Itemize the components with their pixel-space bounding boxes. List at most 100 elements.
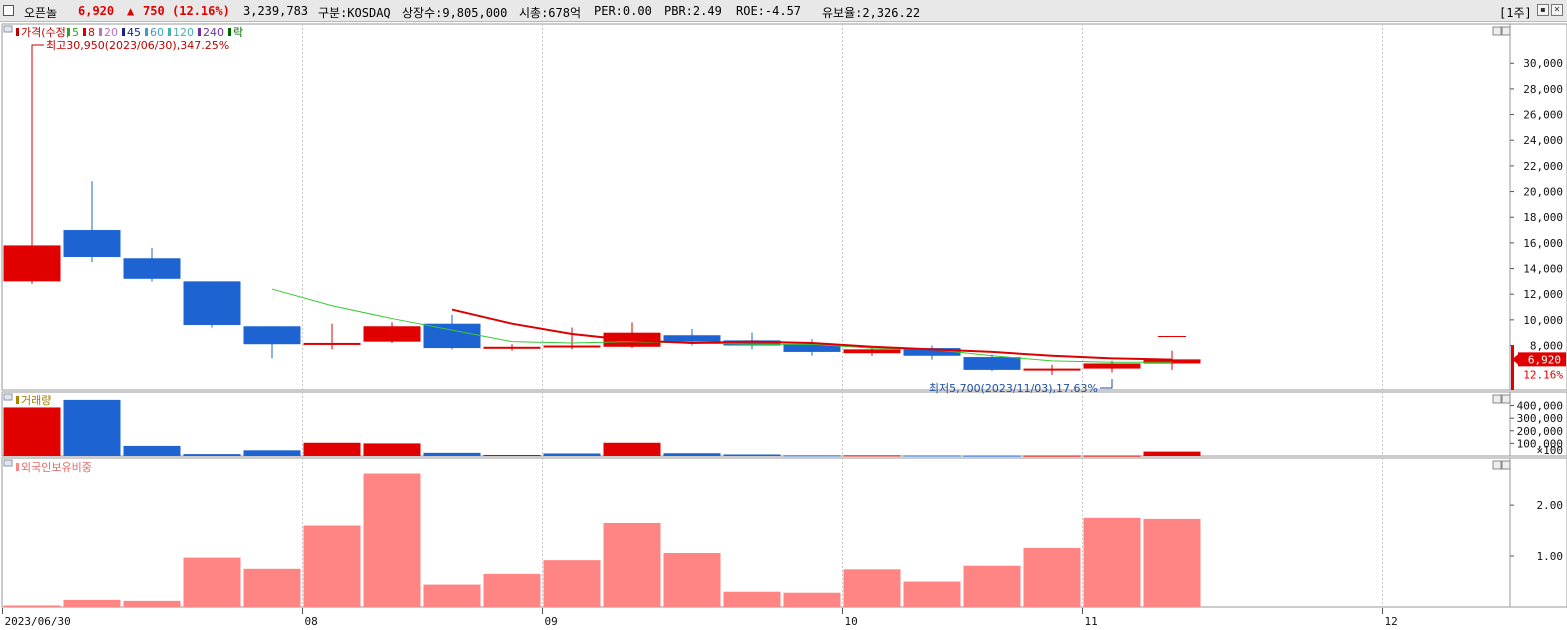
legend-foreign: 외국인보유비중 — [21, 461, 92, 474]
volume-bar — [843, 455, 901, 457]
minimize-icon[interactable]: ▪ — [1537, 4, 1549, 16]
x-tick-label: 10 — [845, 615, 858, 628]
last-price-tag — [1518, 352, 1566, 367]
high-arrow-icon — [31, 44, 44, 54]
legend-price: 가격(수정) — [21, 26, 70, 39]
y-tick-label: 400,000 — [1517, 400, 1563, 413]
candle-body — [783, 344, 841, 352]
panel-minimize-icon[interactable] — [1492, 394, 1502, 404]
candle-body — [543, 345, 601, 348]
y-tick-label: 300,000 — [1517, 412, 1563, 425]
foreign-bar — [303, 525, 361, 607]
candle-body — [3, 245, 61, 282]
close-icon[interactable]: ✕ — [1551, 4, 1563, 16]
x-tick-label: 11 — [1085, 615, 1098, 628]
candle-body — [1023, 368, 1081, 371]
x-tick-label: 12 — [1385, 615, 1398, 628]
y-tick-label: 1.00 — [1537, 550, 1564, 563]
candle-body — [723, 340, 781, 346]
foreign-bar — [1023, 547, 1081, 607]
retention-ratio: 유보율:2,326.22 — [822, 6, 921, 20]
foreign-bar — [183, 557, 241, 607]
y-tick-label: 2.00 — [1537, 499, 1564, 512]
candle-body — [1143, 359, 1201, 364]
y-tick-label: 14,000 — [1523, 263, 1563, 276]
last-pct-label: 12.16% — [1523, 368, 1563, 381]
select-checkbox[interactable] — [3, 5, 14, 16]
y-tick-label: 20,000 — [1523, 186, 1563, 199]
period-button[interactable]: [1주] — [1499, 6, 1532, 20]
panel-close-icon[interactable] — [1501, 460, 1511, 470]
volume-bar — [723, 454, 781, 456]
legend-foreign-swatch — [16, 463, 19, 471]
stock-name: 오픈놀 — [24, 6, 58, 20]
panel-close-icon[interactable] — [1501, 394, 1511, 404]
legend-ma-20-swatch — [99, 28, 102, 36]
y-tick-label: 100,000 — [1517, 437, 1563, 450]
volume-bar — [303, 442, 361, 456]
legend-ma-120-swatch — [168, 28, 171, 36]
foreign-bar — [243, 568, 301, 607]
panel-toggle-icon[interactable] — [3, 459, 13, 467]
volume-bar — [423, 452, 481, 456]
legend-ma-45-swatch — [122, 28, 125, 36]
panel-toggle-icon[interactable] — [3, 25, 13, 33]
foreign-bar — [603, 522, 661, 607]
volume-bar — [663, 453, 721, 456]
high-annotation: 최고30,950(2023/06/30),347.25% — [46, 39, 229, 52]
y-tick-label: 16,000 — [1523, 237, 1563, 250]
foreign-bar — [423, 584, 481, 607]
low-arrow-icon — [1100, 379, 1113, 389]
candle-body — [843, 349, 901, 354]
legend-ma-5: 5 — [72, 26, 79, 39]
panel-minimize-icon[interactable] — [1492, 460, 1502, 470]
candle-body — [483, 346, 541, 349]
price-range-bar — [1511, 345, 1514, 390]
legend-volume: 거래량 — [21, 394, 51, 407]
foreign-bar — [963, 565, 1021, 607]
up-arrow-icon: ▲ — [127, 4, 135, 18]
x-tick-label: 09 — [545, 615, 558, 628]
market-type: 구분:KOSDAQ — [318, 6, 391, 20]
price-panel-axis — [1509, 23, 1567, 391]
current-price: 6,920 — [78, 4, 115, 18]
volume-bar — [963, 455, 1021, 457]
y-tick-label: 22,000 — [1523, 160, 1563, 173]
volume-panel-axis — [1509, 391, 1567, 457]
volume-panel — [1, 391, 1511, 457]
legend-ma-60: 60 — [150, 26, 164, 39]
foreign-bar — [843, 569, 901, 607]
y-tick-label: 8,000 — [1530, 340, 1563, 353]
volume-bar — [243, 450, 301, 456]
foreign-bar — [3, 605, 61, 607]
legend-ma-8: 8 — [88, 26, 95, 39]
volume-bar — [1143, 451, 1201, 456]
volume-bar — [123, 445, 181, 456]
listed-shares: 상장수:9,805,000 — [402, 6, 508, 20]
volume-bar — [1023, 455, 1081, 457]
legend-ma-60-swatch — [145, 28, 148, 36]
candle-body — [63, 230, 121, 257]
foreign-bar — [363, 473, 421, 607]
legend-price-swatch — [16, 28, 19, 36]
roe-value: ROE:-4.57 — [736, 4, 802, 18]
legend-ma-240-swatch — [198, 28, 201, 36]
y-tick-label: 10,000 — [1523, 314, 1563, 327]
price-change: 750 — [143, 4, 165, 18]
ma8-line — [451, 308, 1173, 361]
foreign-bar — [903, 581, 961, 607]
panel-close-icon[interactable] — [1501, 26, 1511, 36]
volume-bar — [903, 455, 961, 457]
candle-body — [303, 342, 361, 345]
foreign-bar — [123, 600, 181, 607]
date-axis — [0, 608, 1567, 630]
panel-toggle-icon[interactable] — [3, 393, 13, 401]
legend-drop: 락 — [233, 26, 243, 39]
foreign-bar — [63, 599, 121, 607]
foreign-bar — [1083, 517, 1141, 607]
y-tick-label: 12,000 — [1523, 288, 1563, 301]
candle-body — [963, 357, 1021, 370]
price-change-pct: (12.16%) — [172, 4, 230, 18]
candle-body — [363, 326, 421, 342]
panel-minimize-icon[interactable] — [1492, 26, 1502, 36]
